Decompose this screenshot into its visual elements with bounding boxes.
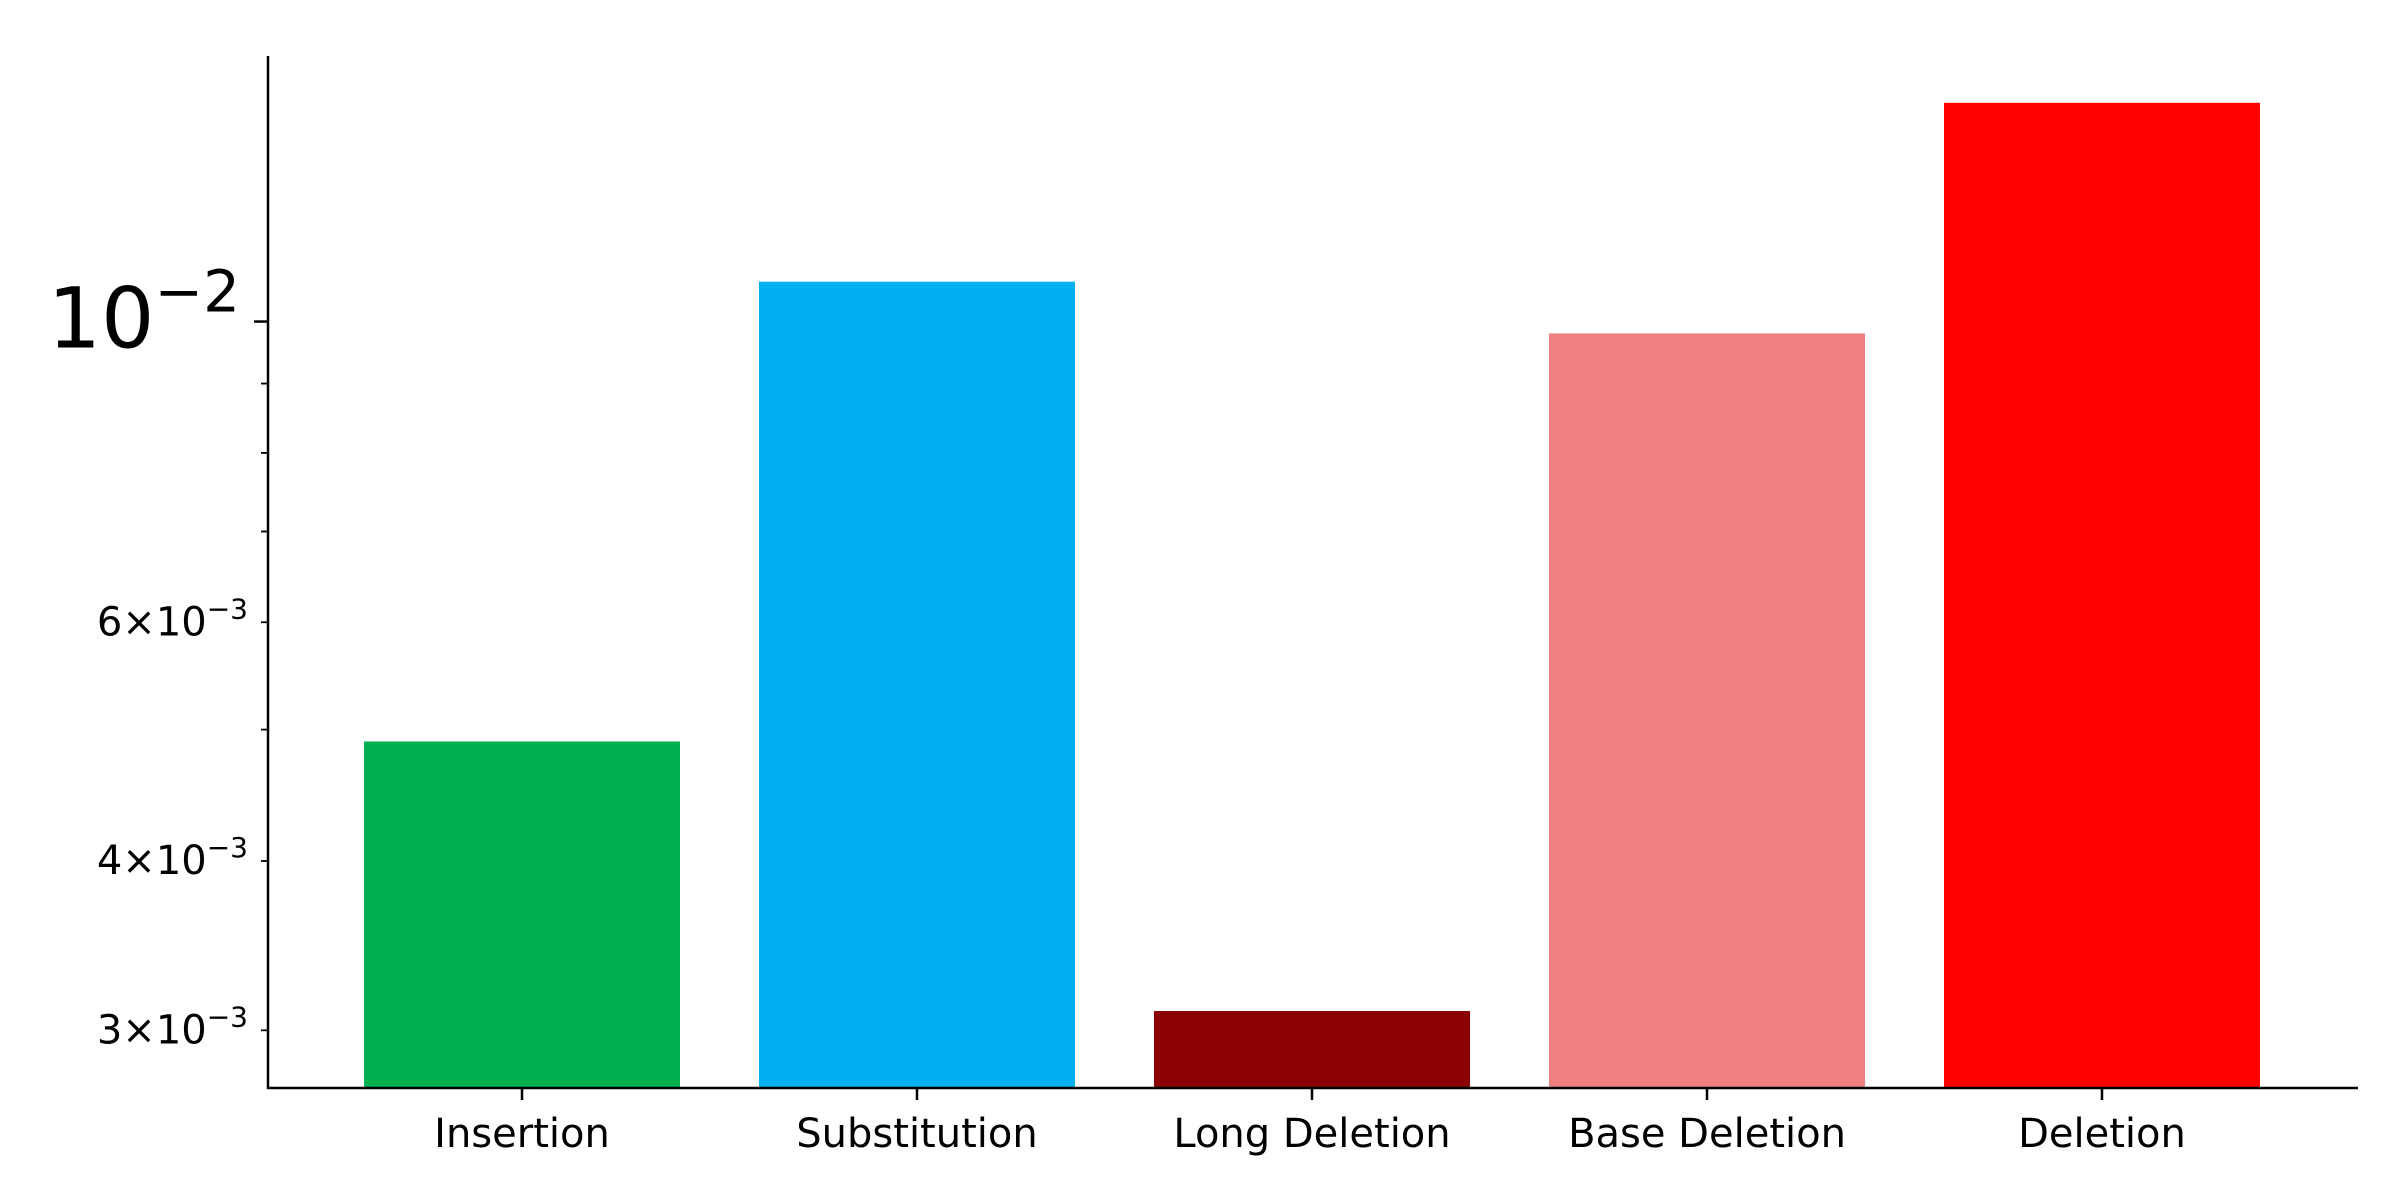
y-minor-tick-label: 4×10−3 [97, 831, 248, 884]
x-axis: Insertion Substitution Long Deletion Base D… [267, 1086, 2358, 1157]
x-tick-label: Insertion [434, 1111, 610, 1157]
x-tick-label: Substitution [796, 1111, 1037, 1157]
y-minor-tick-label: 3×10−3 [97, 1000, 248, 1053]
x-tick-label: Long Deletion [1173, 1111, 1450, 1157]
y-major-tick-label: 10−2 [48, 258, 240, 368]
bar-substitution [759, 281, 1075, 1088]
y-axis: 10−2 3×10−3 4×10−3 6×10−3 [48, 56, 270, 1089]
bar-long-deletion [1154, 1011, 1470, 1088]
x-tick-label: Base Deletion [1568, 1111, 1846, 1157]
x-tick-label: Deletion [2018, 1111, 2186, 1157]
bars-layer [364, 102, 2260, 1088]
y-minor-tick-label: 6×10−3 [97, 592, 248, 645]
bar-base-deletion [1549, 333, 1865, 1088]
bar-deletion [1944, 102, 2260, 1088]
bar-insertion [364, 741, 680, 1088]
